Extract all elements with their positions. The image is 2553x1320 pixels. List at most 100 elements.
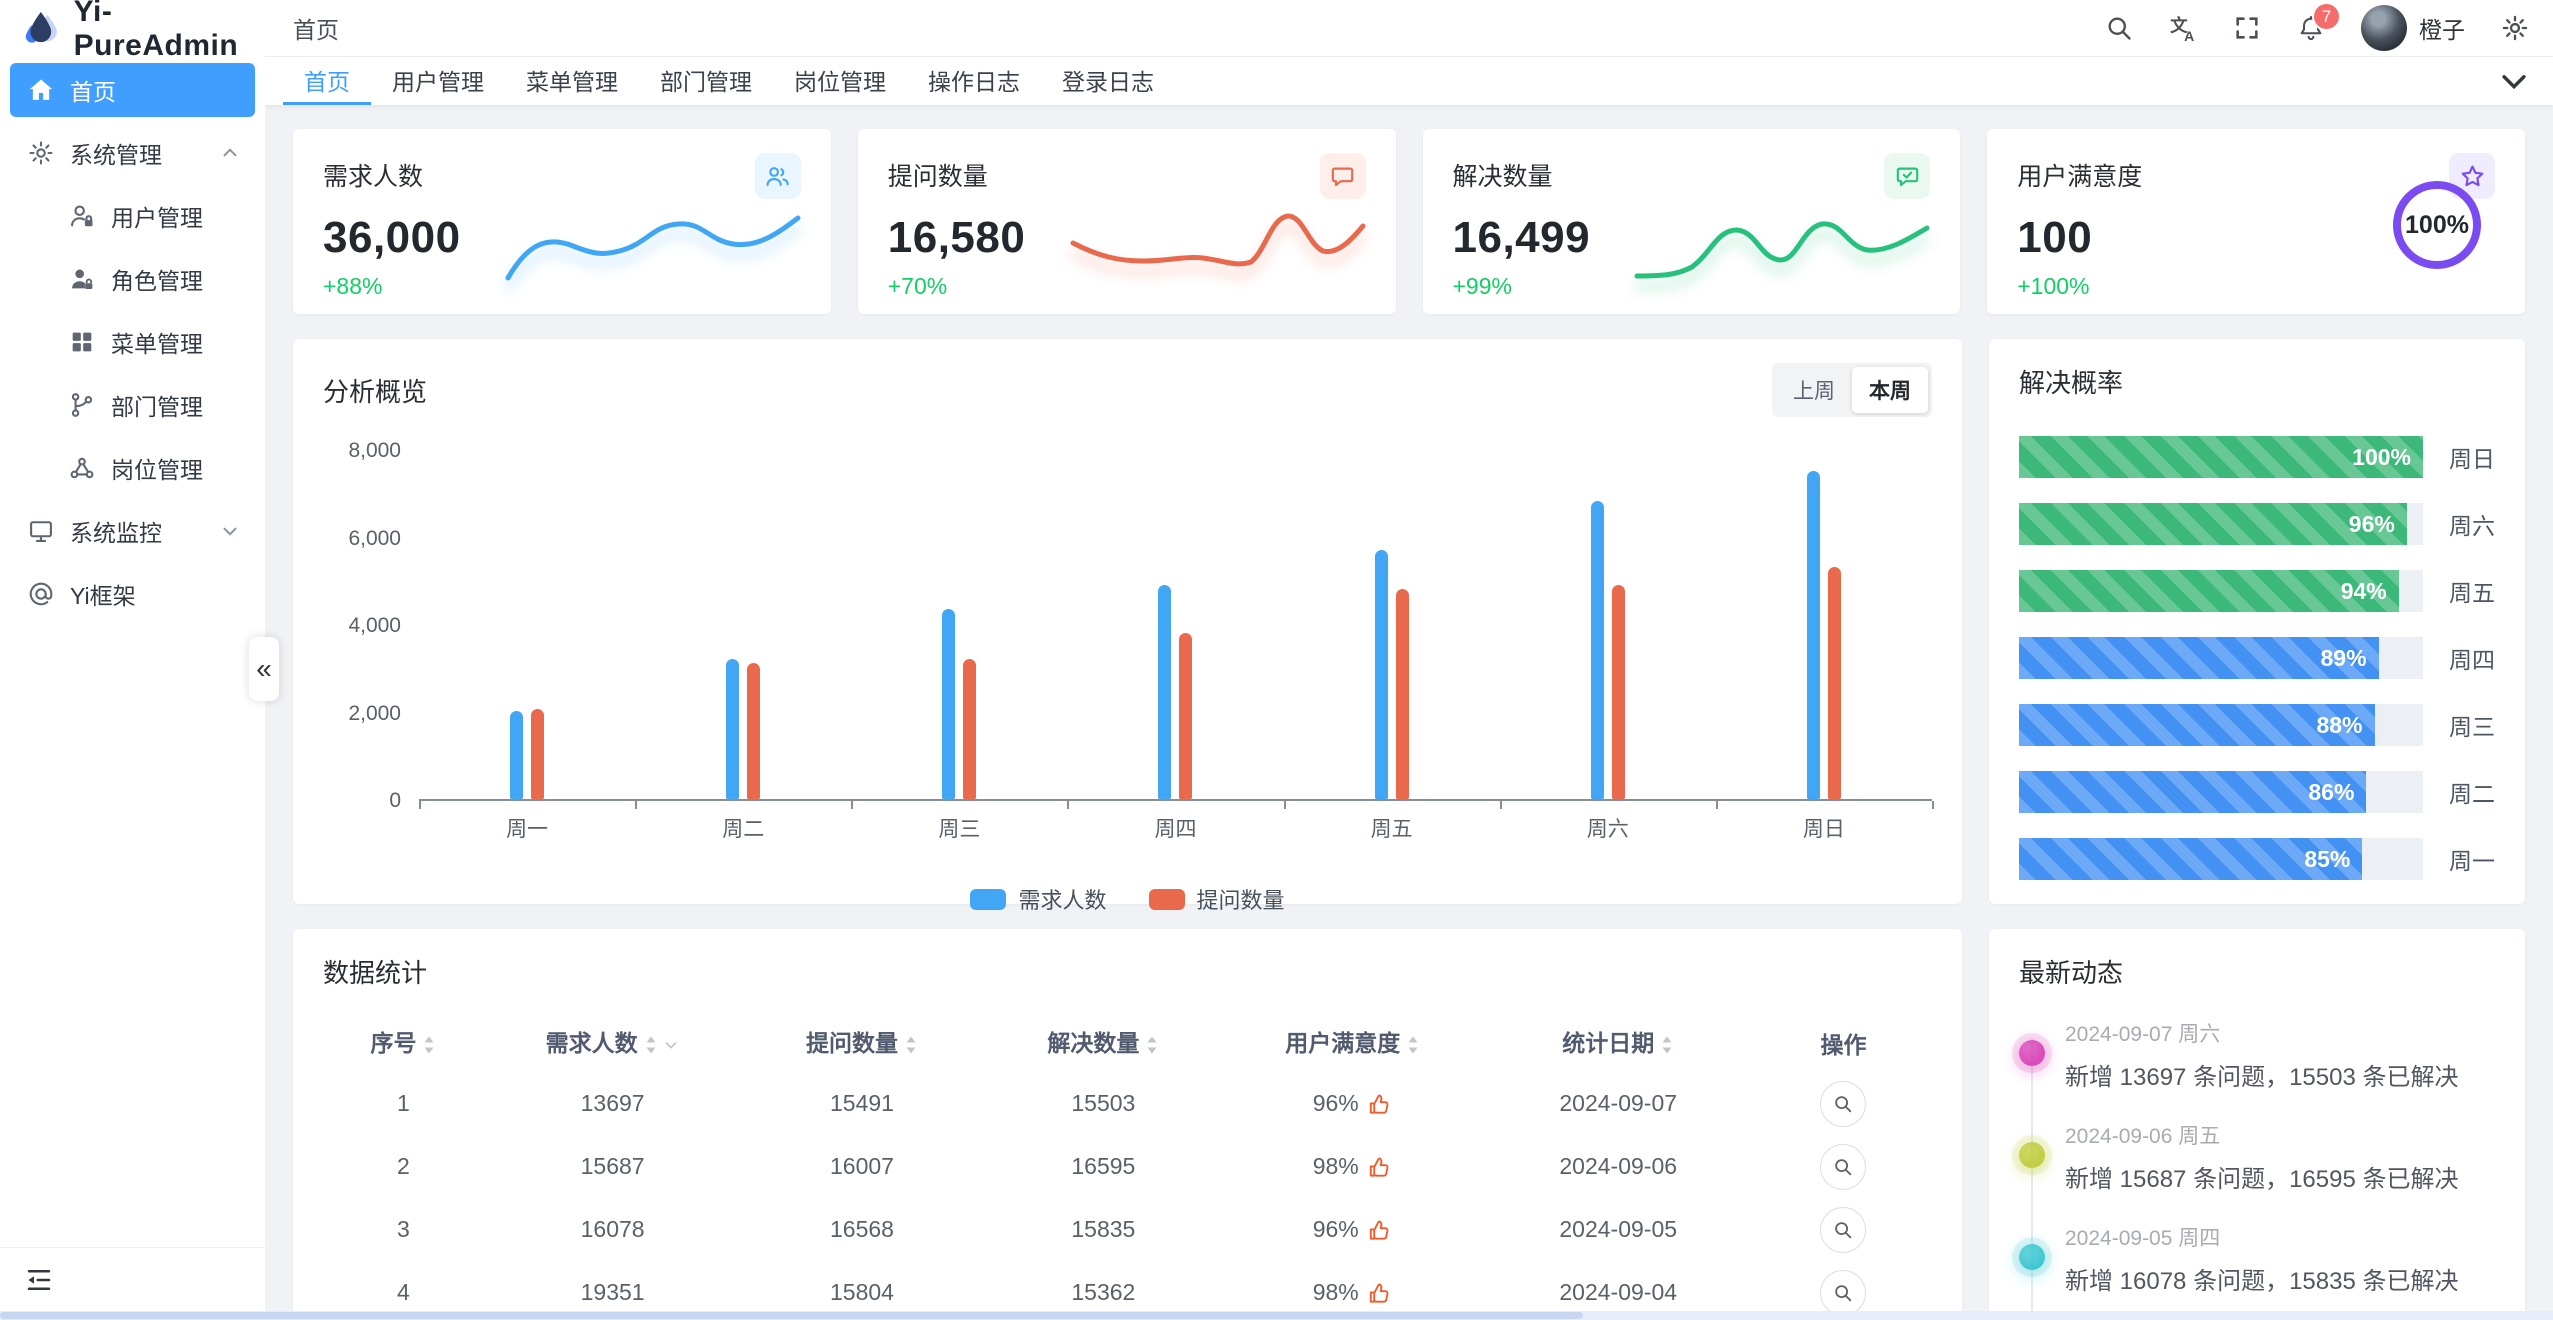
cell-no: 2 — [397, 1153, 410, 1179]
sidebar-group-label: 系统管理 — [70, 142, 162, 168]
bar-需求人数 — [1806, 471, 1820, 799]
table-header-2[interactable]: 提问数量 — [741, 1014, 982, 1072]
sidebar-subitem-2[interactable]: 菜单管理 — [10, 315, 255, 369]
progress-percent-label: 86% — [2308, 778, 2355, 805]
sort-caret-icon[interactable] — [644, 1034, 658, 1062]
timeline-text: 新增 16078 条问题，15835 条已解决 — [2065, 1268, 2459, 1295]
chart-x-axis: 周一 周二 周三 周四 周五 周六 周日 — [419, 813, 1932, 843]
tab-6[interactable]: 登录日志 — [1041, 57, 1175, 105]
notification-badge: 7 — [2312, 2, 2341, 31]
table-header-4[interactable]: 用户满意度 — [1224, 1014, 1481, 1072]
horizontal-scrollbar[interactable] — [0, 1311, 2553, 1320]
fullscreen-icon[interactable] — [2233, 14, 2261, 42]
timeline-dot — [2019, 1142, 2045, 1168]
axis-tick — [635, 801, 638, 809]
search-icon[interactable] — [2105, 14, 2133, 42]
sidebar: Yi-PureAdmin 首页系统管理用户管理角色管理菜单管理部门管理岗位管理系… — [0, 0, 279, 1320]
horizontal-scrollbar-thumb[interactable] — [0, 1312, 1583, 1319]
legend-label: 需求人数 — [1018, 888, 1107, 913]
progress-percent-label: 89% — [2320, 644, 2367, 671]
sort-caret-icon[interactable] — [904, 1034, 918, 1062]
timeline-line — [2031, 1038, 2033, 1320]
solve-rate-row-5: 86% 周二 — [2019, 771, 2495, 813]
sort-caret-icon[interactable] — [1145, 1034, 1159, 1062]
x-tick-label: 周五 — [1370, 818, 1413, 841]
sidebar-group-1[interactable]: 系统监控 — [10, 504, 255, 558]
logo[interactable]: Yi-PureAdmin — [0, 0, 265, 62]
chevron-down-icon[interactable] — [662, 1033, 680, 1051]
bar-需求人数 — [726, 659, 740, 799]
view-row-button[interactable] — [1820, 1080, 1867, 1127]
table-header-6: 操作 — [1755, 1014, 1932, 1072]
activity-card: 最新动态 2024-09-07 周六 新增 13697 条问题，15503 条已解… — [1989, 929, 2525, 1320]
sort-caret-icon[interactable] — [1660, 1034, 1674, 1062]
sidebar-subitem-3[interactable]: 部门管理 — [10, 378, 255, 432]
translate-icon[interactable]: 文 A — [2169, 14, 2197, 43]
cell-solved: 16595 — [1071, 1153, 1136, 1179]
progress-track: 85% — [2019, 838, 2423, 880]
fold-menu-icon[interactable] — [24, 1265, 54, 1295]
view-row-button[interactable] — [1820, 1269, 1867, 1316]
solve-rate-row-3: 89% 周四 — [2019, 637, 2495, 679]
tab-1[interactable]: 用户管理 — [371, 57, 505, 105]
sidebar-item-home[interactable]: 首页 — [10, 63, 255, 117]
bar-需求人数 — [510, 711, 524, 799]
post-share-icon — [68, 454, 96, 482]
tab-label: 菜单管理 — [526, 68, 618, 95]
cell-solved: 15503 — [1071, 1090, 1136, 1116]
message-check-icon — [1884, 153, 1931, 199]
stat-card-3: 用户满意度 100 +100% 100% — [1987, 129, 2525, 314]
table-header-3[interactable]: 解决数量 — [983, 1014, 1224, 1072]
tab-actions-chevron-down-icon[interactable] — [2497, 57, 2531, 105]
notifications-button[interactable]: 7 — [2297, 2, 2341, 42]
tab-3[interactable]: 部门管理 — [639, 57, 773, 105]
tab-4[interactable]: 岗位管理 — [773, 57, 907, 105]
table-row-1: 2 15687 16007 16595 98% 2024-09-06 — [323, 1135, 1932, 1198]
sidebar-collapse-handle[interactable]: « — [249, 637, 279, 701]
bar-提问数量 — [531, 709, 545, 799]
bar-需求人数 — [1374, 550, 1388, 799]
gear-icon[interactable] — [2501, 14, 2529, 42]
tab-2[interactable]: 菜单管理 — [505, 57, 639, 105]
timeline-item-0: 2024-09-07 周六 新增 13697 条问题，15503 条已解决 — [2019, 1018, 2495, 1092]
progress-fill: 86% — [2019, 771, 2367, 813]
tab-5[interactable]: 操作日志 — [907, 57, 1041, 105]
cell-solved: 15835 — [1071, 1216, 1136, 1242]
sort-caret-icon[interactable] — [422, 1034, 436, 1062]
table-header-5[interactable]: 统计日期 — [1481, 1014, 1755, 1072]
tab-bar: 首页 用户管理 菜单管理 部门管理 岗位管理 操作日志 登录日志 — [265, 57, 2553, 105]
sidebar-subitem-1[interactable]: 角色管理 — [10, 252, 255, 306]
sidebar-link-0[interactable]: Yi框架 — [10, 567, 255, 621]
tab-label: 首页 — [304, 68, 350, 95]
week-toggle-0[interactable]: 上周 — [1793, 380, 1835, 403]
cell-questions: 16568 — [830, 1216, 894, 1242]
legend-item-1[interactable]: 提问数量 — [1148, 883, 1285, 915]
view-row-button[interactable] — [1820, 1206, 1867, 1253]
bottom-row: 数据统计 序号 需求人数 提问数量 解决数量 用户满意度 统计日期 操作 1 13697 154… — [293, 929, 2525, 1320]
sidebar-subitem-4[interactable]: 岗位管理 — [10, 441, 255, 495]
view-row-button[interactable] — [1820, 1143, 1867, 1190]
progress-track: 96% — [2019, 503, 2423, 545]
tab-0[interactable]: 首页 — [283, 57, 371, 105]
sidebar-group-0[interactable]: 系统管理 — [10, 126, 255, 180]
role-icon — [68, 265, 96, 293]
solve-rate-title: 解决概率 — [2019, 368, 2124, 398]
table-header-1[interactable]: 需求人数 — [484, 1014, 741, 1072]
week-toggle-1[interactable]: 本周 — [1852, 367, 1928, 413]
bar-group — [419, 451, 635, 799]
cell-satisfaction: 96% — [1224, 1198, 1481, 1261]
sidebar-subitem-0[interactable]: 用户管理 — [10, 189, 255, 243]
legend-item-0[interactable]: 需求人数 — [970, 883, 1107, 915]
y-tick-label: 2,000 — [348, 701, 401, 725]
progress-fill: 85% — [2019, 838, 2363, 880]
sort-caret-icon[interactable] — [1406, 1034, 1420, 1062]
stat-card-head: 提问数量 — [888, 153, 1366, 199]
user-menu[interactable]: 橙子 — [2361, 5, 2465, 51]
timeline-item-1: 2024-09-06 周五 新增 15687 条问题，16595 条已解决 — [2019, 1120, 2495, 1194]
cell-actions — [1755, 1198, 1932, 1261]
table-header-0[interactable]: 序号 — [323, 1014, 484, 1072]
progress-track: 100% — [2019, 436, 2423, 478]
cell-satisfaction: 98% — [1224, 1261, 1481, 1320]
axis-tick — [1932, 801, 1934, 809]
bar-需求人数 — [1590, 501, 1604, 799]
